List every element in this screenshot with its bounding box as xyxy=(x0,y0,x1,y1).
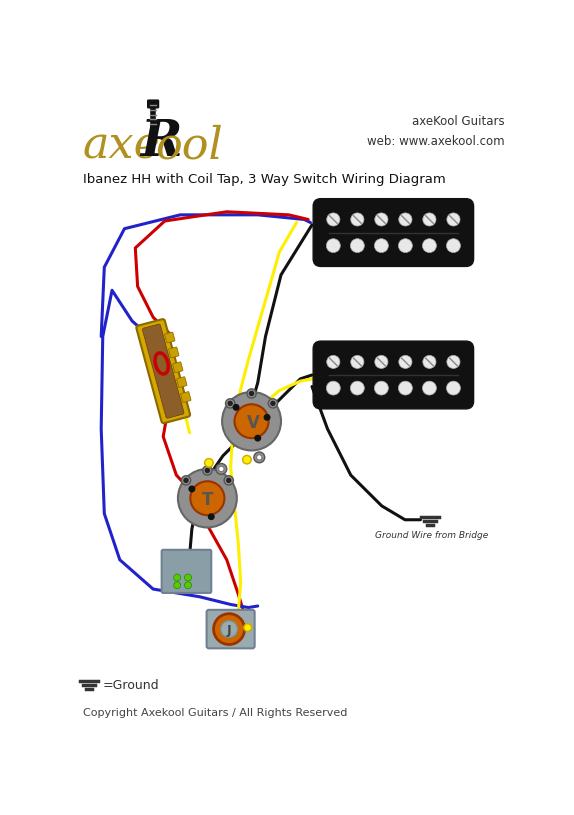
Text: axe: axe xyxy=(83,124,161,167)
Text: Copyright Axekool Guitars / All Rights Reserved: Copyright Axekool Guitars / All Rights R… xyxy=(83,707,347,718)
Circle shape xyxy=(254,434,261,442)
Circle shape xyxy=(244,623,251,632)
Circle shape xyxy=(398,239,412,253)
Circle shape xyxy=(374,381,389,395)
Circle shape xyxy=(184,582,192,588)
Circle shape xyxy=(423,213,436,226)
Text: =Ground: =Ground xyxy=(103,679,160,692)
Circle shape xyxy=(327,239,340,253)
Circle shape xyxy=(188,486,195,492)
Circle shape xyxy=(375,355,388,368)
FancyBboxPatch shape xyxy=(142,324,184,418)
Circle shape xyxy=(232,404,239,411)
Circle shape xyxy=(214,614,245,645)
FancyBboxPatch shape xyxy=(173,362,183,372)
Circle shape xyxy=(398,381,412,395)
Circle shape xyxy=(184,574,192,581)
Text: T: T xyxy=(201,491,213,509)
Circle shape xyxy=(205,459,213,467)
Circle shape xyxy=(257,455,262,460)
Circle shape xyxy=(350,239,364,253)
Circle shape xyxy=(374,239,389,253)
Circle shape xyxy=(447,381,460,395)
Circle shape xyxy=(226,399,235,408)
Circle shape xyxy=(247,389,256,398)
FancyBboxPatch shape xyxy=(136,319,190,423)
Circle shape xyxy=(178,469,237,527)
FancyBboxPatch shape xyxy=(162,550,211,593)
Circle shape xyxy=(216,464,227,474)
Circle shape xyxy=(191,482,224,515)
Text: V: V xyxy=(247,414,259,432)
Circle shape xyxy=(327,213,340,226)
Circle shape xyxy=(270,401,276,406)
FancyBboxPatch shape xyxy=(169,347,179,358)
FancyBboxPatch shape xyxy=(456,344,472,406)
Circle shape xyxy=(226,478,231,483)
Circle shape xyxy=(220,621,238,637)
FancyBboxPatch shape xyxy=(177,377,187,388)
FancyBboxPatch shape xyxy=(181,392,191,403)
Circle shape xyxy=(447,355,460,368)
Circle shape xyxy=(174,574,181,581)
Circle shape xyxy=(350,381,364,395)
FancyBboxPatch shape xyxy=(207,610,255,649)
Circle shape xyxy=(327,355,340,368)
Text: Ground Wire from Bridge: Ground Wire from Bridge xyxy=(375,531,488,540)
Circle shape xyxy=(327,381,340,395)
Circle shape xyxy=(399,213,412,226)
Circle shape xyxy=(263,414,270,421)
Circle shape xyxy=(447,213,460,226)
Text: J: J xyxy=(227,624,231,637)
FancyBboxPatch shape xyxy=(313,341,474,409)
FancyBboxPatch shape xyxy=(315,202,330,263)
Circle shape xyxy=(375,213,388,226)
Circle shape xyxy=(351,213,364,226)
Circle shape xyxy=(219,466,224,472)
Circle shape xyxy=(351,355,364,368)
Circle shape xyxy=(203,466,212,475)
Circle shape xyxy=(447,239,460,253)
Circle shape xyxy=(249,390,254,396)
Circle shape xyxy=(243,456,251,464)
Text: Ibanez HH with Coil Tap, 3 Way Switch Wiring Diagram: Ibanez HH with Coil Tap, 3 Way Switch Wi… xyxy=(83,174,445,187)
FancyBboxPatch shape xyxy=(148,100,158,108)
Circle shape xyxy=(181,476,191,485)
Circle shape xyxy=(254,452,265,463)
Circle shape xyxy=(227,401,233,406)
FancyBboxPatch shape xyxy=(313,199,474,267)
Circle shape xyxy=(399,355,412,368)
FancyBboxPatch shape xyxy=(165,332,175,343)
Circle shape xyxy=(208,513,215,520)
Circle shape xyxy=(174,582,181,588)
Circle shape xyxy=(422,239,436,253)
Circle shape xyxy=(205,468,210,474)
Circle shape xyxy=(222,392,281,451)
FancyBboxPatch shape xyxy=(315,344,330,406)
FancyBboxPatch shape xyxy=(456,202,472,263)
Circle shape xyxy=(423,355,436,368)
Text: ool: ool xyxy=(156,124,223,167)
Circle shape xyxy=(224,476,234,485)
Circle shape xyxy=(235,404,269,438)
Circle shape xyxy=(183,478,189,483)
Circle shape xyxy=(268,399,278,408)
Circle shape xyxy=(422,381,436,395)
Text: R: R xyxy=(140,118,181,167)
Text: axeKool Guitars
web: www.axekool.com: axeKool Guitars web: www.axekool.com xyxy=(367,115,504,148)
